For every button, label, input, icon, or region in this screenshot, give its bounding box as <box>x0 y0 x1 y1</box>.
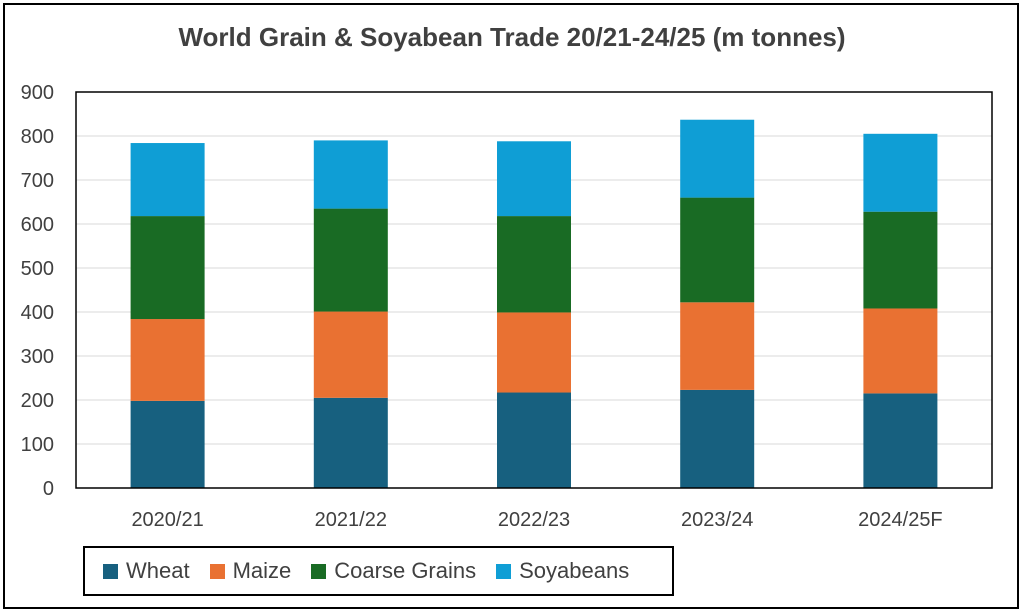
bar-segment-maize <box>680 302 755 390</box>
bar-segment-coarse-grains <box>313 208 388 312</box>
bar-segment-soyabeans <box>497 141 571 217</box>
bar-segment-wheat <box>130 400 205 488</box>
bar-segment-soyabeans <box>130 143 205 217</box>
bar-segment-coarse-grains <box>497 216 571 313</box>
legend-item: Coarse Grains <box>311 558 476 584</box>
legend-label: Wheat <box>126 558 190 583</box>
y-tick-label: 200 <box>21 390 54 412</box>
y-tick-label: 900 <box>21 82 54 104</box>
legend-swatch <box>496 563 512 579</box>
legend-swatch <box>103 563 118 579</box>
bar-segment-coarse-grains <box>680 197 755 303</box>
legend: Wheat Maize Coarse Grains Soyabeans <box>83 546 674 596</box>
legend-item: Soyabeans <box>496 558 629 584</box>
x-tick-label: 2023/24 <box>681 509 753 531</box>
y-tick-label: 700 <box>21 170 54 192</box>
plot-area-border <box>75 91 993 489</box>
bar-segment-coarse-grains <box>130 216 205 320</box>
bar-segment-maize <box>130 319 205 401</box>
y-tick-label: 600 <box>21 214 54 236</box>
bar-segment-soyabeans <box>313 140 388 209</box>
bar-segment-soyabeans <box>863 133 938 212</box>
x-tick-label: 2022/23 <box>498 509 570 531</box>
y-tick-label: 800 <box>21 126 54 148</box>
y-tick-label: 100 <box>21 434 54 456</box>
x-tick-labels: 2020/21 2021/22 2022/23 2023/24 2024/25F <box>131 509 942 531</box>
x-tick-label: 2024/25F <box>858 509 943 531</box>
legend-label: Maize <box>232 558 292 583</box>
bar-segment-maize <box>863 308 938 394</box>
y-tick-label: 0 <box>43 478 54 500</box>
chart-title: World Grain & Soyabean Trade 20/21-24/25… <box>178 22 846 52</box>
legend-label: Coarse Grains <box>334 558 477 583</box>
legend-label: Soyabeans <box>519 558 630 583</box>
legend-swatch <box>209 563 225 579</box>
bar-segment-maize <box>313 311 388 398</box>
bar-segment-maize <box>497 312 571 393</box>
bar-segment-wheat <box>313 397 388 488</box>
bar-segment-wheat <box>863 393 938 488</box>
legend-swatch <box>311 563 327 579</box>
x-tick-label: 2020/21 <box>131 509 203 531</box>
bars <box>130 119 938 488</box>
bar-segment-soyabeans <box>680 119 755 198</box>
legend-item: Wheat <box>103 558 190 584</box>
y-tick-label: 300 <box>21 346 54 368</box>
bar-segment-coarse-grains <box>863 211 938 309</box>
y-tick-label: 400 <box>21 302 54 324</box>
x-tick-label: 2021/22 <box>315 509 387 531</box>
y-tick-label: 500 <box>21 258 54 280</box>
y-tick-labels: 0 100 200 300 400 500 600 700 800 900 <box>21 82 54 500</box>
bar-segment-wheat <box>497 392 571 488</box>
legend-item: Maize <box>209 558 292 584</box>
bar-segment-wheat <box>680 389 755 488</box>
